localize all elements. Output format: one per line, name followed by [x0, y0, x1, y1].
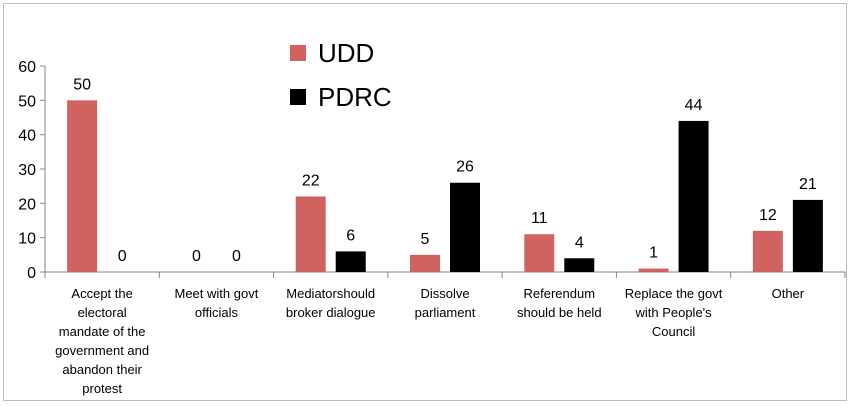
data-label-udd: 11 — [531, 210, 548, 227]
category-label-line: electoral — [78, 305, 127, 320]
bar-udd — [410, 254, 440, 272]
legend-swatch-udd — [290, 45, 306, 61]
category-label-line: parliament — [415, 305, 476, 320]
category-label-line: protest — [82, 381, 122, 396]
category-label-line: broker dialogue — [286, 305, 376, 320]
bar-pdrc — [792, 199, 823, 272]
y-tick-label: 20 — [18, 196, 36, 213]
category-label-line: Referendum — [524, 286, 596, 301]
category-label-line: government and — [55, 343, 149, 358]
data-label-pdrc: 21 — [799, 176, 817, 193]
category-label: Other — [772, 286, 805, 301]
category-label: Dissolve parliament — [415, 286, 476, 320]
data-label-pdrc: 6 — [346, 227, 355, 244]
category-label-line: officials — [195, 305, 239, 320]
y-tick-label: 40 — [18, 128, 36, 145]
y-tick-label: 30 — [18, 162, 36, 179]
y-tick-label: 50 — [18, 93, 36, 110]
category-label-line: Council — [652, 324, 695, 339]
data-label-pdrc: 0 — [232, 248, 241, 265]
data-label-pdrc: 26 — [456, 159, 474, 176]
data-label-udd: 22 — [302, 172, 320, 189]
category-label: Replace the govt with People's Council — [625, 286, 723, 339]
category-label-line: mandate of the — [59, 324, 146, 339]
bar-pdrc — [450, 182, 480, 272]
data-label-pdrc: 0 — [118, 248, 127, 265]
data-label-pdrc: 4 — [575, 234, 584, 251]
category-label-line: with People's — [634, 305, 712, 320]
category-label-line: abandon their — [62, 362, 142, 377]
category-label-line: Accept the — [71, 286, 132, 301]
category-label-line: should be held — [517, 305, 602, 320]
legend-label-udd: UDD — [318, 38, 374, 68]
chart-bars — [67, 100, 823, 272]
data-label-udd: 50 — [73, 76, 91, 93]
category-label-line: Other — [772, 286, 805, 301]
category-label-line: Replace the govt — [625, 286, 723, 301]
y-tick-label: 10 — [18, 231, 36, 248]
bar-udd — [67, 100, 98, 272]
chart-legend: UDD PDRC — [290, 38, 392, 112]
data-label-udd: 1 — [649, 245, 658, 262]
bar-pdrc — [678, 120, 709, 272]
data-label-udd: 5 — [421, 231, 430, 248]
category-label-line: Dissolve — [420, 286, 469, 301]
legend-label-pdrc: PDRC — [318, 82, 392, 112]
category-label-line: Mediatorshould — [286, 286, 375, 301]
y-tick-label: 60 — [18, 59, 36, 76]
category-label-line: Meet with govt — [175, 286, 259, 301]
bar-udd — [524, 234, 555, 272]
bar-udd — [295, 196, 326, 272]
category-label: Meet with govt officials — [175, 286, 259, 320]
category-label: Referendum should be held — [517, 286, 602, 320]
category-label: Mediatorshould broker dialogue — [286, 286, 376, 320]
data-label-udd: 12 — [759, 207, 777, 224]
bar-udd — [752, 230, 783, 272]
bar-udd — [638, 268, 669, 272]
category-label: Accept the electoral mandate of the governm… — [55, 286, 149, 396]
legend-swatch-pdrc — [290, 89, 306, 105]
data-label-pdrc: 44 — [685, 97, 703, 114]
bar-pdrc — [335, 251, 366, 272]
data-label-udd: 0 — [192, 248, 201, 265]
y-tick-label: 0 — [27, 265, 36, 282]
bar-pdrc — [564, 258, 595, 272]
